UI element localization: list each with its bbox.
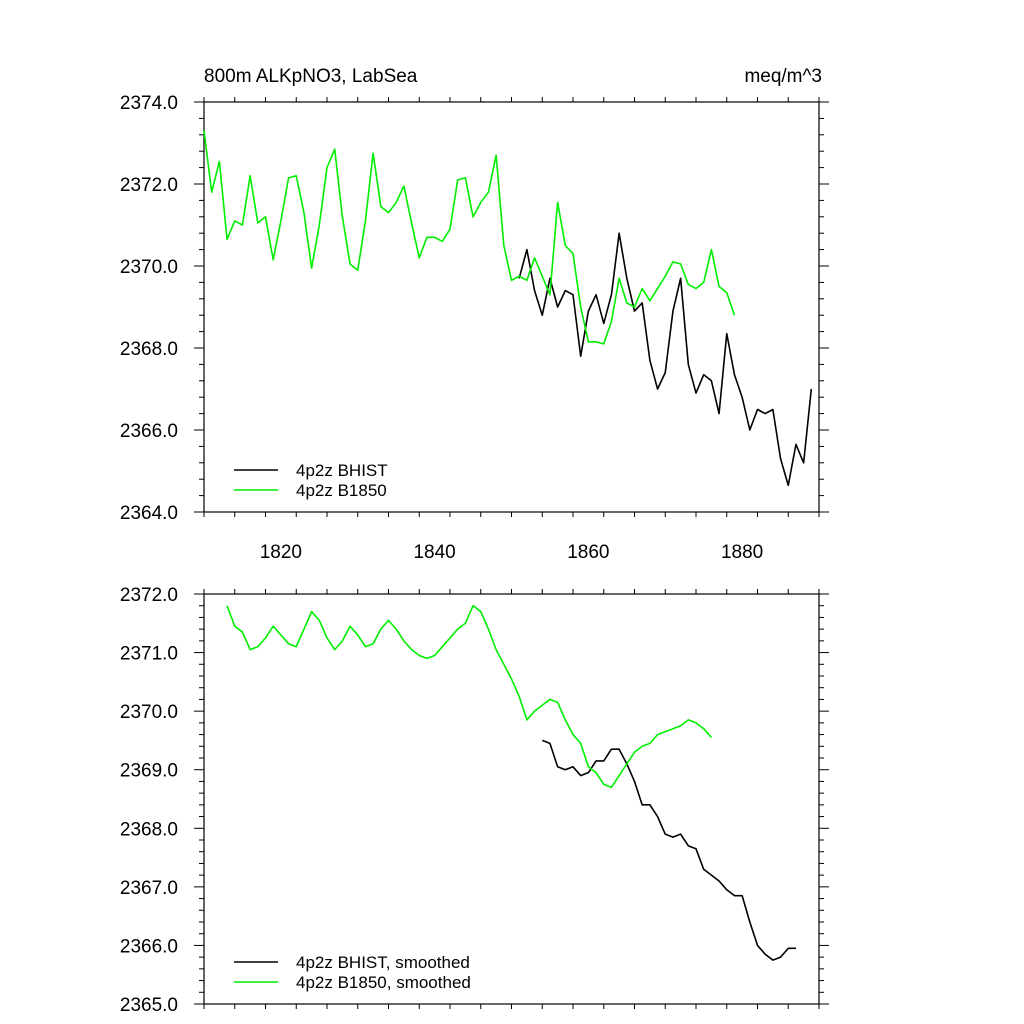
x-tick-label: 1840 [413, 542, 455, 563]
legend-label-b1850-smoothed: 4p2z B1850, smoothed [296, 973, 471, 992]
top-panel: 800m ALKpNO3, LabSea meq/m^3 2364.0 2366.… [120, 66, 829, 563]
series-line-b1850 [226, 604, 712, 789]
x-tick-label: 1880 [721, 542, 763, 563]
y-tick-label: 2372.0 [120, 175, 178, 196]
y-tick-label: 2364.0 [120, 503, 178, 524]
y-tick-label: 2369.0 [120, 761, 178, 782]
axis-ticks-top: 2364.0 2366.0 2368.0 2370.0 2372.0 2374.0 1820… [120, 93, 829, 563]
legend-label-bhist: 4p2z BHIST [296, 461, 388, 480]
y-tick-label: 2374.0 [120, 93, 178, 114]
y-tick-label: 2366.0 [120, 936, 178, 957]
y-tick-label: 2370.0 [120, 702, 178, 723]
y-tick-label: 2372.0 [120, 585, 178, 606]
axis-ticks-bottom: 2365.0 2366.0 2367.0 2368.0 2369.0 2370.0 2371… [120, 585, 829, 1016]
y-tick-label: 2371.0 [120, 644, 178, 665]
series-line-bhist [518, 232, 813, 487]
y-tick-label: 2368.0 [120, 819, 178, 840]
y-tick-label: 2366.0 [120, 421, 178, 442]
legend-bottom: 4p2z BHIST, smoothed 4p2z B1850, smoothe… [234, 953, 471, 992]
y-tick-label: 2370.0 [120, 257, 178, 278]
legend-label-b1850: 4p2z B1850 [296, 481, 387, 500]
units-label: meq/m^3 [744, 66, 822, 87]
series-line-b1850 [203, 130, 736, 345]
chart-title: 800m ALKpNO3, LabSea [204, 66, 418, 87]
y-tick-label: 2365.0 [120, 995, 178, 1016]
legend-top: 4p2z BHIST 4p2z B1850 [234, 461, 388, 500]
series-line-bhist [541, 739, 796, 961]
x-tick-label: 1860 [567, 542, 609, 563]
y-tick-label: 2367.0 [120, 878, 178, 899]
plot-frame-bottom [203, 593, 820, 1005]
legend-label-bhist-smoothed: 4p2z BHIST, smoothed [296, 953, 470, 972]
y-tick-label: 2368.0 [120, 339, 178, 360]
x-tick-label: 1820 [260, 542, 302, 563]
series-lines-top [203, 130, 813, 487]
bottom-panel: 2365.0 2366.0 2367.0 2368.0 2369.0 2370.0 2371… [120, 585, 829, 1016]
plot-frame-top [203, 101, 820, 513]
series-lines-bottom [226, 604, 796, 961]
